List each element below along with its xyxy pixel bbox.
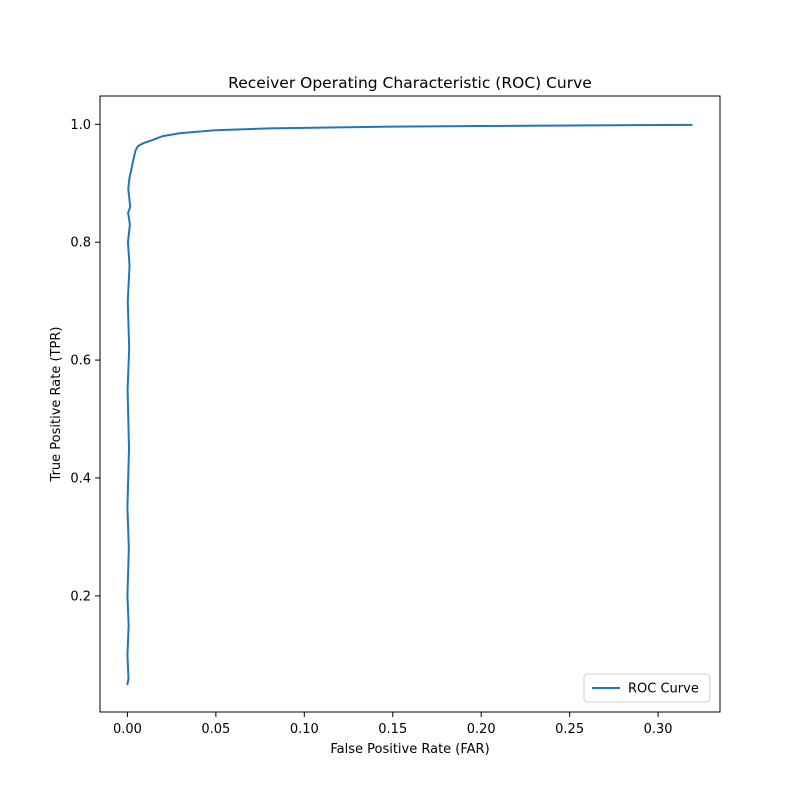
chart-title: Receiver Operating Characteristic (ROC) … [228, 74, 592, 92]
plot-frame [99, 95, 721, 713]
legend-label: ROC Curve [628, 682, 699, 697]
x-tick-label: 0.10 [290, 722, 319, 737]
x-tick-label: 0.20 [467, 722, 496, 737]
x-tick-label: 0.00 [113, 722, 142, 737]
x-tick-label: 0.15 [378, 722, 407, 737]
y-tick-label: 0.8 [70, 236, 91, 251]
y-tick-label: 0.6 [70, 354, 91, 369]
y-axis-title: True Positive Rate (TPR) [49, 327, 64, 483]
plot-series [126, 123, 693, 686]
roc-curve-line [126, 123, 693, 686]
x-axis-title: False Positive Rate (FAR) [330, 742, 489, 757]
y-tick-label: 0.4 [70, 471, 91, 486]
y-tick-label: 1.0 [70, 118, 91, 133]
legend-box [583, 673, 711, 703]
x-tick-label: 0.30 [644, 722, 673, 737]
axis-ticks: 0.00 0.05 0.10 0.15 0.20 0.25 0.30 0.2 0.4 0.6 0.8… [70, 118, 672, 737]
legend: ROC Curve [583, 673, 711, 703]
x-tick-label: 0.25 [555, 722, 584, 737]
y-tick-label: 0.2 [70, 589, 91, 604]
x-tick-label: 0.05 [201, 722, 230, 737]
